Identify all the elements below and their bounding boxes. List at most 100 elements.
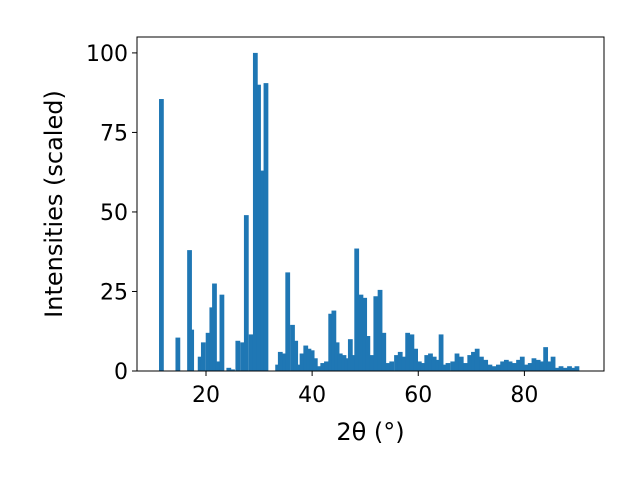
bar — [240, 342, 245, 371]
bar — [554, 367, 560, 371]
bar — [487, 364, 493, 371]
bar — [550, 356, 556, 371]
bar — [450, 361, 456, 371]
bar — [263, 83, 269, 372]
bar — [309, 350, 315, 371]
bar — [341, 355, 347, 371]
bar — [539, 361, 545, 371]
x-axis-label: 2θ (°) — [336, 418, 404, 446]
bar — [275, 364, 281, 371]
bar — [574, 366, 580, 371]
bar — [546, 361, 552, 371]
bar — [405, 332, 411, 371]
bar — [527, 363, 533, 371]
bar — [454, 353, 460, 371]
bar — [205, 332, 211, 371]
y-tick-label: 0 — [114, 360, 128, 385]
bar — [519, 356, 525, 371]
bar — [438, 334, 444, 371]
bar — [397, 351, 403, 371]
bar — [159, 99, 164, 371]
bar — [277, 351, 283, 371]
bar — [248, 334, 254, 371]
bar — [197, 356, 203, 371]
x-tick-label: 60 — [404, 383, 432, 408]
y-tick-label: 100 — [86, 42, 128, 67]
ticks-group: 20 40 60 80 0 25 50 75 100 — [86, 42, 538, 408]
bar — [413, 348, 418, 371]
bar — [187, 250, 192, 371]
bar — [351, 355, 356, 371]
bar — [189, 329, 195, 371]
bar — [306, 348, 312, 371]
bar — [511, 363, 517, 371]
bar — [385, 363, 391, 371]
bar — [377, 289, 383, 371]
bar — [409, 334, 415, 371]
y-axis-label: Intensities (scaled) — [40, 90, 68, 318]
x-tick-label: 20 — [192, 383, 220, 408]
bar — [337, 353, 343, 371]
bar — [507, 361, 513, 371]
bar — [435, 359, 441, 371]
bar — [424, 355, 430, 371]
bar — [428, 353, 433, 371]
bar — [175, 337, 181, 371]
bar — [516, 359, 521, 371]
bar — [362, 297, 368, 371]
bar — [373, 296, 379, 371]
bar — [535, 359, 541, 371]
bar — [458, 356, 464, 371]
bar — [381, 332, 387, 371]
bar — [503, 359, 509, 371]
bar — [290, 324, 295, 371]
bar — [212, 283, 217, 371]
bar — [347, 339, 353, 371]
bar — [303, 345, 309, 371]
bar — [500, 361, 506, 371]
x-tick-label: 40 — [298, 383, 326, 408]
bar — [471, 351, 476, 371]
bar — [463, 363, 468, 371]
bar — [320, 363, 326, 371]
bar — [252, 52, 258, 372]
bar — [299, 353, 305, 371]
bars-group — [159, 52, 580, 372]
bar — [467, 355, 473, 371]
bar — [474, 348, 480, 371]
bar — [365, 336, 371, 371]
bar — [531, 358, 537, 371]
bar — [282, 353, 287, 371]
bar — [431, 356, 437, 371]
bar — [344, 358, 350, 371]
bar — [369, 355, 374, 371]
bar — [567, 366, 572, 371]
bar — [491, 366, 497, 371]
bar — [562, 367, 568, 371]
bar — [200, 342, 206, 371]
bar — [209, 307, 215, 371]
bar — [328, 313, 334, 371]
bar — [293, 340, 299, 371]
bar — [243, 215, 249, 371]
bar — [334, 342, 340, 371]
bar — [570, 367, 576, 371]
bar — [316, 366, 322, 371]
bar — [285, 272, 291, 371]
bar — [389, 361, 395, 371]
bar — [558, 366, 564, 371]
bar — [420, 363, 426, 371]
bar — [543, 347, 549, 371]
bar — [416, 361, 422, 371]
bar — [312, 358, 318, 371]
bar — [331, 310, 337, 371]
y-tick-label: 50 — [100, 201, 128, 226]
bar — [226, 367, 232, 371]
bar — [230, 369, 235, 371]
bar — [524, 364, 529, 371]
bar — [479, 356, 484, 371]
x-tick-label: 80 — [510, 383, 538, 408]
bar — [401, 356, 407, 371]
bar — [496, 364, 501, 371]
